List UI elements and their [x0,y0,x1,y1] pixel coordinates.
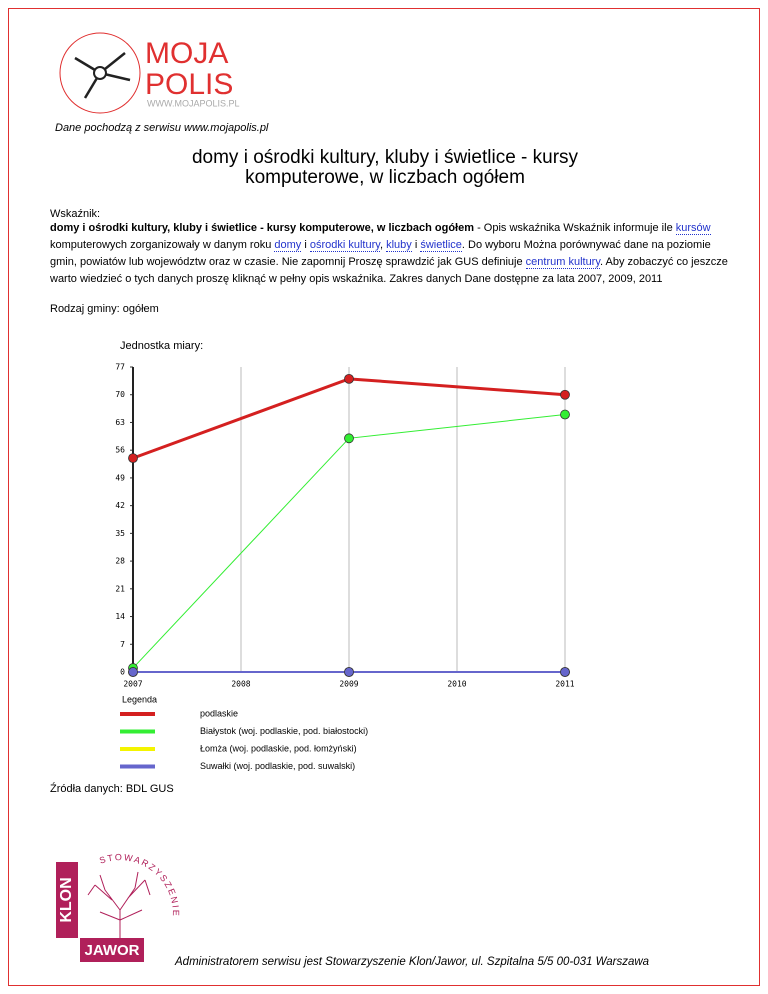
link[interactable]: kluby [386,239,412,252]
chart-title: Jednostka miary: [120,340,203,352]
y-tick-label: 35 [115,529,125,538]
y-tick-label: 70 [115,390,125,399]
legend-label: podlaskie [200,708,238,718]
link[interactable]: świetlice [420,239,462,252]
text-segment: - Opis wskaźnika Wskaźnik informuje ile [474,222,676,234]
indicator-label: Wskaźnik: [50,208,101,220]
data-point [560,667,570,677]
text-segment: domy i ośrodki kultury, kluby i świetlic… [50,222,475,234]
source-note: Dane pochodzą z serwisu www.mojapolis.pl [55,122,269,134]
data-point [344,667,354,677]
klon-jawor-logo: STOWARZYSZENIE KLON JAWOR [56,853,180,962]
x-tick-label: 2008 [231,680,250,689]
indicator-description: domy i ośrodki kultury, kluby i świetlic… [50,220,730,288]
logo-ring [59,32,141,114]
logo-vertical-text: KLON [58,877,75,922]
logo-arc-text: STOWARZYSZENIE [98,853,180,918]
data-point [344,433,354,444]
municipality-type: Rodzaj gminy: ogółem [50,303,159,315]
link[interactable]: domy [274,239,302,252]
logo-text: MOJA [145,37,228,70]
y-tick-label: 77 [115,363,125,372]
link[interactable]: centrum kultury [525,256,601,269]
data-point [560,409,570,420]
page-frame [8,8,760,986]
logo-url: WWW.MOJAPOLIS.PL [147,98,240,108]
data-point [344,373,354,384]
logo-tree [87,871,151,938]
logo-text: POLIS [145,68,233,101]
text-segment: . Do wyboru Można porównywać dane na poz… [50,239,711,268]
text-segment: , [379,239,387,251]
y-tick-label: 7 [120,640,125,649]
data-sources: Źródła danych: BDL GUS [50,783,174,795]
data-point [128,667,138,677]
y-tick-label: 49 [115,473,125,482]
x-tick-label: 2007 [123,680,142,689]
text-segment: komputerowych zorganizowały w danym roku [50,239,275,251]
logo-arc-text: STOWARZYSZENIE [98,853,178,918]
link[interactable]: ośrodki kultury [309,239,380,252]
logo-bottom-text: JAWOR [84,942,139,959]
chart: Jednostka miary: Legenda 2007 2008 2009 201… [115,340,574,771]
y-tick-label: 14 [115,612,125,621]
footer-admin: Administratorem serwisu jest Stowarzysze… [175,956,650,968]
link[interactable]: kursów [675,222,711,235]
data-point [128,453,138,464]
y-tick-label: 63 [115,418,125,427]
y-tick-label: 56 [115,446,125,455]
y-tick-label: 28 [115,557,125,566]
y-tick-label: 21 [115,584,125,593]
x-tick-label: 2010 [447,680,466,689]
legend-label: Łomża (woj. podlaskie, pod. łomżyński) [200,743,357,753]
x-tick-label: 2011 [555,680,574,689]
text-segment: . Aby zobaczyć co jeszcze warto wiedzieć… [50,256,728,285]
y-tick-label: 42 [115,501,125,510]
text-segment: i [301,239,310,251]
text-segment: i [411,239,421,251]
legend-title: Legenda [122,694,157,704]
legend-label: Białystok (woj. podlaskie, pod. białosto… [200,726,368,736]
x-tick-label: 2009 [339,680,358,689]
mojapolis-logo: MOJA POLIS WWW.MOJAPOLIS.PL [59,32,240,114]
data-point [560,389,570,400]
legend-label: Suwałki (woj. podlaskie, pod. suwalski) [200,761,355,771]
page-title: domy i ośrodki kultury, kluby i świetlic… [191,147,579,188]
y-tick-label: 0 [120,668,125,677]
